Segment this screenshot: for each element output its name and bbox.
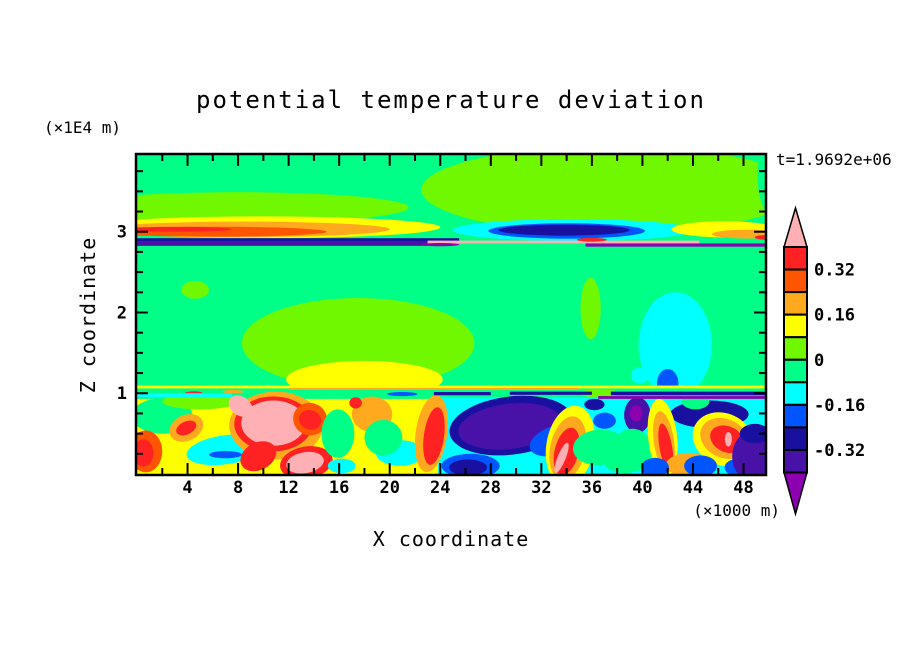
contour-blob-pink (724, 432, 732, 447)
colorbar-tick-label: -0.32 (814, 441, 865, 461)
contour-blob-navy (449, 459, 488, 474)
contour-blob-red (176, 420, 197, 436)
contour-blob-navy (497, 397, 548, 401)
x-tick-label: 24 (430, 478, 450, 498)
colorbar-segment-navy (783, 426, 808, 451)
colorbar-arrow-down (783, 471, 808, 517)
contour-blob-red (349, 397, 362, 409)
contour-region-yellow (137, 385, 765, 389)
y-axis-unit-label: (×1E4 m) (44, 118, 122, 137)
colorbar-segment-orange (783, 291, 808, 316)
colorbar-arrow-up (782, 205, 809, 248)
contour-region-cyan (137, 393, 232, 398)
y-tick-label: 1 (117, 384, 127, 404)
x-tick-label: 4 (182, 478, 192, 498)
colorbar-tick-label: 0.16 (814, 306, 855, 326)
contour-blob-red (240, 441, 277, 472)
contour-blob-springgreen (321, 409, 355, 458)
colorbar-segment-springgreen (783, 358, 808, 384)
x-tick-label: 32 (531, 478, 551, 498)
colorbar-tick-label: 0 (814, 351, 824, 371)
contour-region-purple (585, 243, 765, 247)
x-tick-label: 12 (278, 478, 298, 498)
contour-blob-blue (387, 392, 418, 397)
colorbar-segment-orangered (783, 268, 808, 294)
contour-blob-red (423, 407, 445, 465)
contour-blob-orange (221, 390, 245, 394)
contour-blob-springgreen (681, 393, 710, 410)
contour-blob-chartreuse (580, 277, 601, 340)
contour-blob-red (137, 439, 154, 467)
colorbar-segment-cyan (783, 381, 808, 406)
contour-blob-blue (593, 412, 616, 429)
contour-blob-red (754, 235, 765, 240)
contour-blob-orange (711, 229, 765, 239)
contour-blob-chartreuse (421, 155, 765, 234)
contour-blob-red (298, 410, 322, 430)
contour-region-navy (509, 391, 592, 395)
contour-blob-springgreen (757, 155, 765, 211)
y-tick-label: 3 (117, 223, 127, 243)
x-tick-label: 28 (481, 478, 501, 498)
x-tick-label: 16 (329, 478, 349, 498)
contour-region-navy (433, 392, 491, 396)
colorbar-segment-blue (783, 403, 808, 429)
y-tick-label: 2 (117, 303, 127, 323)
contour-region-orange (288, 387, 580, 391)
y-axis-title: Z coordinate (76, 236, 100, 394)
contour-region-navy (137, 238, 460, 242)
colorbar-segment-yellow (783, 313, 808, 339)
contour-blob-pink (228, 395, 253, 417)
contour-region-indigo (137, 241, 428, 246)
x-tick-label: 48 (733, 478, 753, 498)
colorbar-segment-red (783, 246, 808, 271)
axis-ticks (137, 155, 765, 474)
contour-blob-purple (629, 405, 643, 422)
colorbar-segment-chartreuse (783, 336, 808, 361)
contour-region-purple (598, 396, 765, 399)
contour-blob-springgreen (364, 419, 403, 456)
contour-blob-springgreen (612, 428, 653, 471)
x-tick-label: 40 (632, 478, 652, 498)
contour-blob-chartreuse (181, 280, 210, 299)
colorbar-segment-indigo (783, 448, 808, 474)
contour-blob-red (576, 238, 608, 242)
colorbar-tick-label: -0.16 (814, 396, 865, 416)
colorbar-tick-label: 0.32 (814, 261, 855, 281)
x-axis-title: X coordinate (372, 527, 530, 551)
contour-blob-cyan (638, 292, 712, 398)
contour-region-pink (427, 240, 700, 244)
contour-blob-navy (584, 398, 605, 411)
contour-blob-chartreuse (579, 389, 620, 398)
contour-blob-blue (641, 457, 669, 474)
x-tick-label: 8 (233, 478, 243, 498)
x-tick-label: 36 (582, 478, 602, 498)
plot-frame (134, 152, 768, 477)
contour-blob-navy (739, 423, 765, 444)
contour-field (137, 155, 765, 474)
contour-blob-blue (209, 450, 242, 459)
contour-blob-pink (554, 442, 569, 473)
contour-blob-cyan (327, 458, 356, 474)
contour-blob-navy (498, 224, 630, 236)
contour-blob-cyan (631, 367, 649, 384)
x-tick-label: 44 (683, 478, 703, 498)
contour-blob-pink (241, 400, 306, 446)
contour-region-navy (610, 391, 765, 396)
plot-title: potential temperature deviation (196, 86, 706, 114)
time-label: t=1.9692e+06 (776, 150, 892, 169)
contour-blob-chartreuse (137, 192, 409, 223)
contour-blob-purple (421, 243, 460, 247)
x-axis-unit-label: (×1000 m) (693, 501, 780, 520)
contour-blob-blue (684, 455, 717, 474)
colorbar: 0.32 0.16 0 -0.16 -0.32 (782, 205, 865, 517)
contour-blob-red (137, 226, 232, 232)
x-tick-label: 20 (379, 478, 399, 498)
